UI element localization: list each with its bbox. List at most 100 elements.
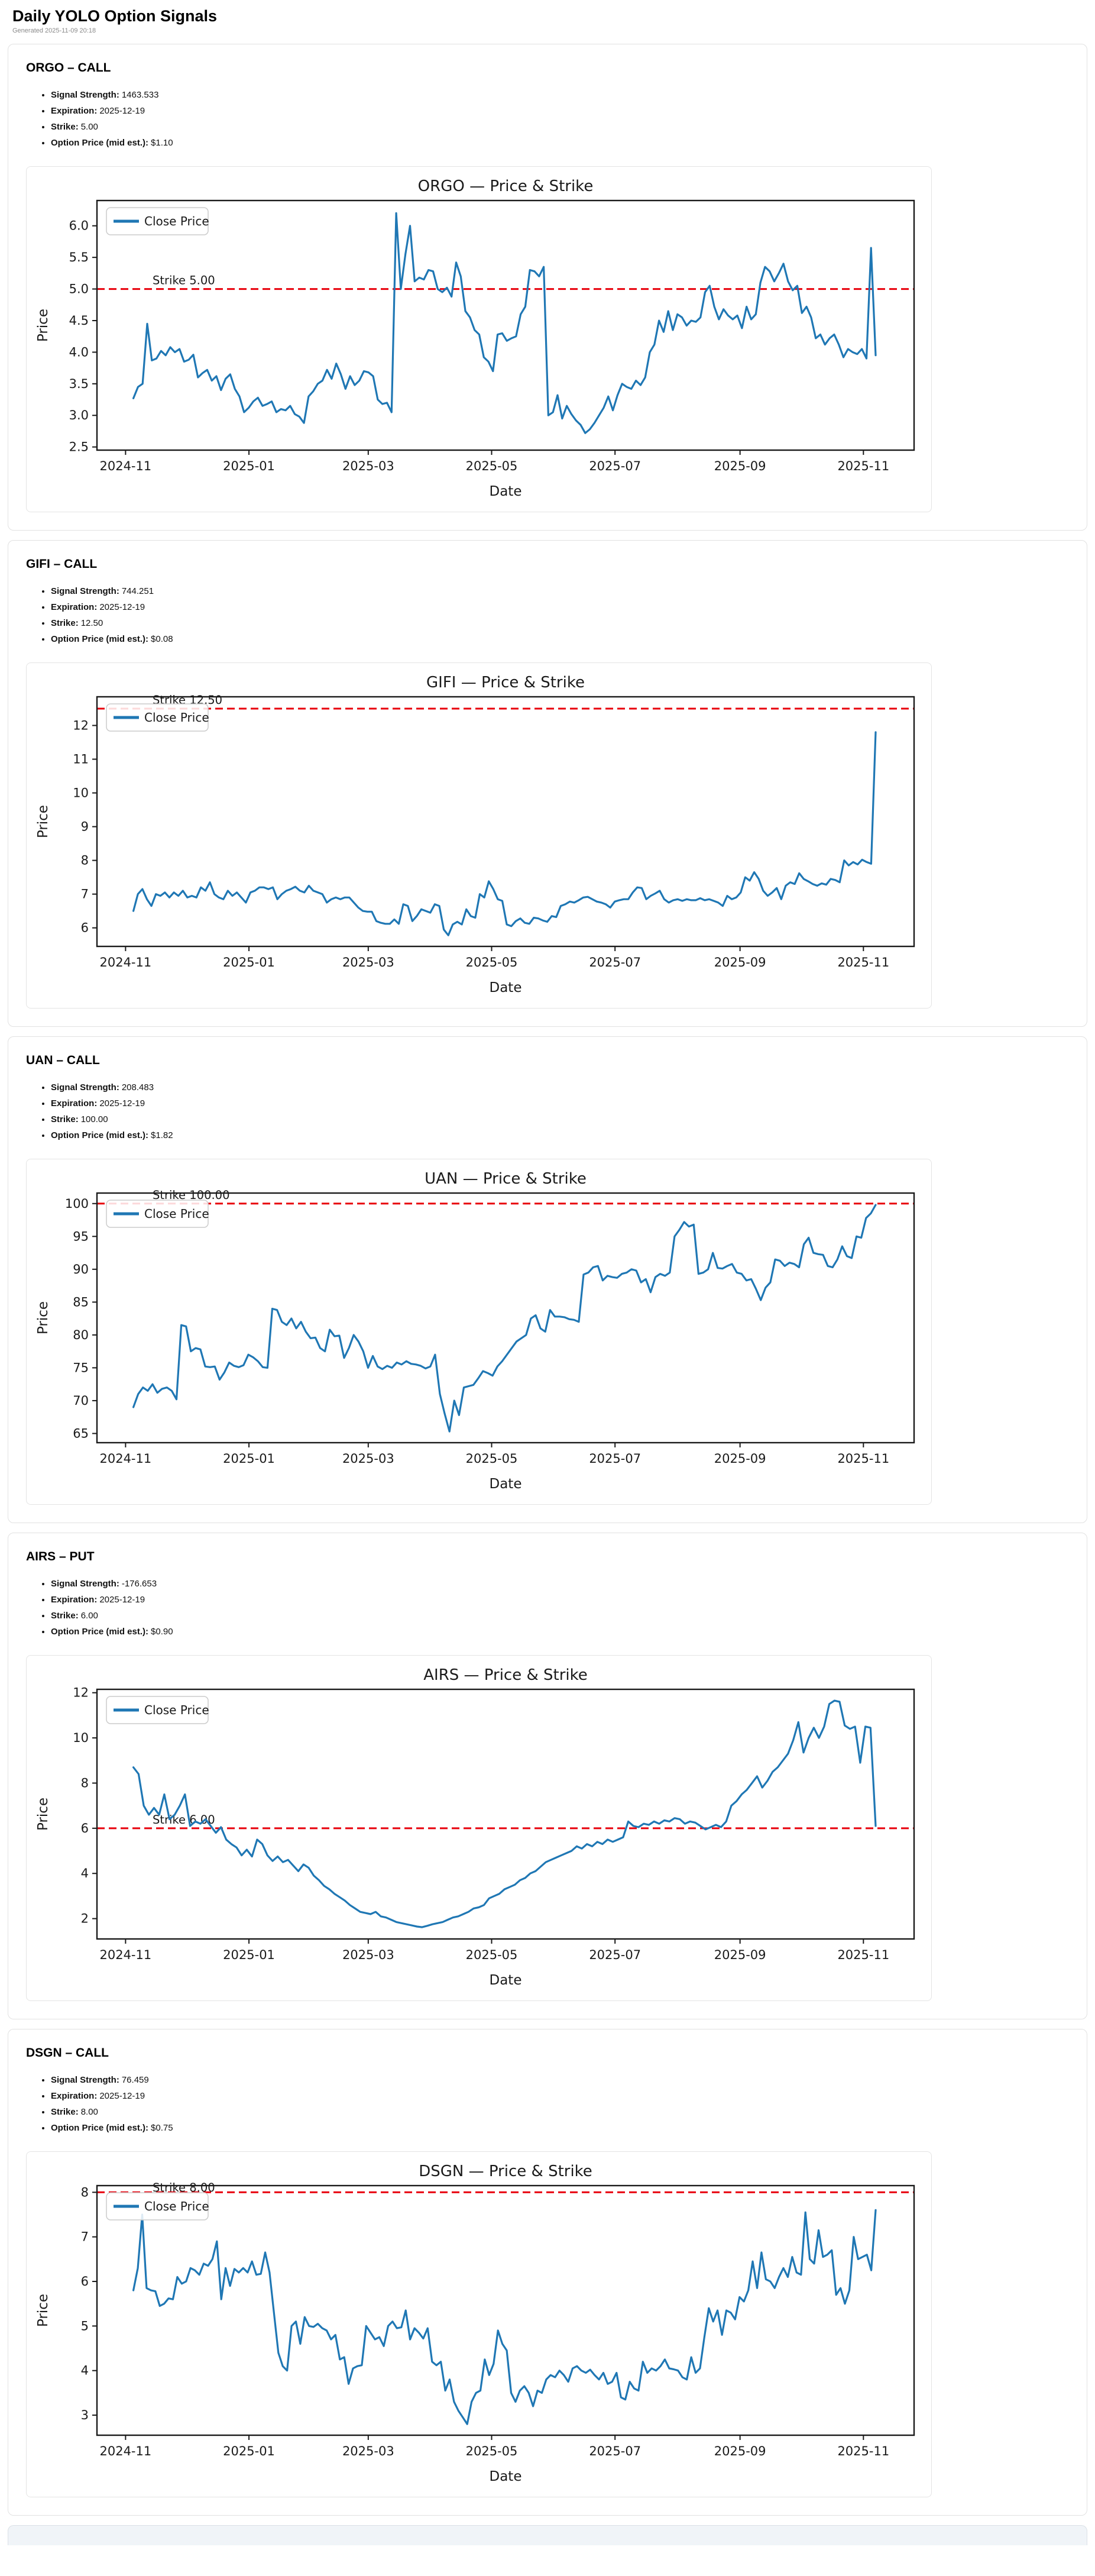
y-tick-label: 65 <box>73 1426 89 1440</box>
y-tick-label: 11 <box>73 752 89 767</box>
legend-box <box>106 703 209 732</box>
x-tick-label: 2025-11 <box>837 1452 889 1466</box>
y-tick-label: 6 <box>81 1821 89 1835</box>
signal-section: UAN – CALL Signal Strength:208.483 Expir… <box>8 1036 1087 1523</box>
y-tick-label: 8 <box>81 854 89 868</box>
y-tick-label: 6 <box>81 921 89 935</box>
price-chart: UAN — Price & Strike 65 70 75 80 85 90 95 100 202… <box>32 1165 925 1499</box>
x-tick-label: 2024-11 <box>99 1452 151 1466</box>
strike-label: Strike 8.00 <box>153 2181 215 2194</box>
x-tick-label: 2025-09 <box>714 955 766 969</box>
signal-section: GIFI – CALL Signal Strength:744.251 Expi… <box>8 540 1087 1027</box>
x-tick-label: 2025-05 <box>466 1948 518 1962</box>
y-tick-label: 10 <box>73 1731 89 1745</box>
signal-facts: Signal Strength:76.459 Expiration:2025-1… <box>26 2072 1069 2136</box>
y-tick-label: 70 <box>73 1394 89 1408</box>
legend-label: Close Price <box>144 1207 209 1221</box>
y-tick-label: 90 <box>73 1262 89 1276</box>
section-heading: DSGN – CALL <box>26 2046 109 2060</box>
y-tick-label: 7 <box>81 2230 89 2244</box>
price-chart: ORGO — Price & Strike 2.5 3.0 3.5 4.0 4.5 5.0 5… <box>32 172 925 506</box>
close-price-line <box>132 212 877 434</box>
fact-expiration: Expiration:2025-12-19 <box>51 599 1069 615</box>
page-title: Daily YOLO Option Signals <box>12 7 218 25</box>
plot-border <box>96 1192 915 1444</box>
signal-facts: Signal Strength:208.483 Expiration:2025-… <box>26 1079 1069 1143</box>
y-tick-label: 2.5 <box>69 440 89 454</box>
x-tick-label: 2024-11 <box>99 955 151 969</box>
fact-expiration: Expiration:2025-12-19 <box>51 1095 1069 1111</box>
x-tick-label: 2025-07 <box>589 1948 641 1962</box>
x-tick-label: 2025-05 <box>466 955 518 969</box>
legend-box <box>106 207 209 235</box>
close-price-line <box>132 1699 877 1928</box>
close-price-line <box>132 731 877 936</box>
x-tick-label: 2025-01 <box>223 955 275 969</box>
x-tick-label: 2025-07 <box>589 955 641 969</box>
y-tick-label: 95 <box>73 1229 89 1243</box>
chart-card: ORGO — Price & Strike 2.5 3.0 3.5 4.0 4.5 5.0 5… <box>26 166 932 512</box>
chart-title: UAN — Price & Strike <box>425 1170 587 1188</box>
fact-option-price: Option Price (mid est.):$1.10 <box>51 135 1069 151</box>
fact-expiration: Expiration:2025-12-19 <box>51 2088 1069 2104</box>
x-tick-label: 2025-11 <box>837 2444 889 2458</box>
fact-expiration: Expiration:2025-12-19 <box>51 103 1069 119</box>
y-tick-label: 8 <box>81 1776 89 1790</box>
x-tick-label: 2025-07 <box>589 1452 641 1466</box>
y-tick-label: 12 <box>73 1686 89 1700</box>
price-chart: GIFI — Price & Strike 6 7 8 9 10 11 12 2024-11 20… <box>32 668 925 1003</box>
fact-signal-strength: Signal Strength:208.483 <box>51 1079 1069 1095</box>
fact-option-price: Option Price (mid est.):$0.75 <box>51 2120 1069 2136</box>
plot-border <box>96 696 915 948</box>
fact-option-price: Option Price (mid est.):$0.90 <box>51 1624 1069 1640</box>
y-tick-label: 2 <box>81 1912 89 1926</box>
y-tick-label: 8 <box>81 2185 89 2199</box>
y-axis-label: Price <box>35 2294 51 2327</box>
x-axis-label: Date <box>490 2469 522 2484</box>
y-tick-label: 7 <box>81 887 89 901</box>
x-tick-label: 2025-09 <box>714 1948 766 1962</box>
legend-box <box>106 1696 209 1724</box>
x-tick-label: 2025-09 <box>714 459 766 473</box>
signal-sections: ORGO – CALL Signal Strength:1463.533 Exp… <box>8 44 1087 2516</box>
x-tick-label: 2025-01 <box>223 2444 275 2458</box>
y-tick-label: 5.0 <box>69 282 89 296</box>
x-tick-label: 2024-11 <box>99 1948 151 1962</box>
legend-box <box>106 1200 209 1228</box>
x-tick-label: 2025-03 <box>342 1452 394 1466</box>
fact-strike: Strike:6.00 <box>51 1608 1069 1624</box>
price-chart: AIRS — Price & Strike 2 4 6 8 10 12 2024-11 2025… <box>32 1661 925 1995</box>
x-axis-label: Date <box>490 1973 522 1988</box>
signal-facts: Signal Strength:744.251 Expiration:2025-… <box>26 583 1069 647</box>
legend-box <box>106 2192 209 2221</box>
signal-facts: Signal Strength:-176.653 Expiration:2025… <box>26 1576 1069 1640</box>
y-axis-label: Price <box>35 805 51 838</box>
chart-title: ORGO — Price & Strike <box>418 177 594 195</box>
x-tick-label: 2025-05 <box>466 2444 518 2458</box>
x-tick-label: 2025-09 <box>714 1452 766 1466</box>
close-price-line <box>132 1204 877 1433</box>
x-tick-label: 2025-01 <box>223 1948 275 1962</box>
chart-title: AIRS — Price & Strike <box>423 1666 588 1684</box>
y-tick-label: 4 <box>81 2364 89 2378</box>
fact-strike: Strike:5.00 <box>51 119 1069 135</box>
x-tick-label: 2025-11 <box>837 1948 889 1962</box>
x-tick-label: 2025-03 <box>342 1948 394 1962</box>
y-tick-label: 80 <box>73 1328 89 1342</box>
fact-expiration: Expiration:2025-12-19 <box>51 1592 1069 1608</box>
chart-title: DSGN — Price & Strike <box>419 2163 592 2180</box>
x-axis-label: Date <box>490 1476 522 1492</box>
fact-signal-strength: Signal Strength:1463.533 <box>51 87 1069 103</box>
y-tick-label: 75 <box>73 1360 89 1375</box>
signal-facts: Signal Strength:1463.533 Expiration:2025… <box>26 87 1069 151</box>
x-tick-label: 2024-11 <box>99 2444 151 2458</box>
x-tick-label: 2025-03 <box>342 955 394 969</box>
partial-next-section-card <box>8 2525 1087 2545</box>
fact-strike: Strike:100.00 <box>51 1111 1069 1127</box>
x-tick-label: 2024-11 <box>99 459 151 473</box>
fact-signal-strength: Signal Strength:744.251 <box>51 583 1069 599</box>
plot-border <box>96 2184 915 2436</box>
y-tick-label: 10 <box>73 786 89 800</box>
y-axis-label: Price <box>35 1798 51 1831</box>
section-heading: GIFI – CALL <box>26 557 98 571</box>
